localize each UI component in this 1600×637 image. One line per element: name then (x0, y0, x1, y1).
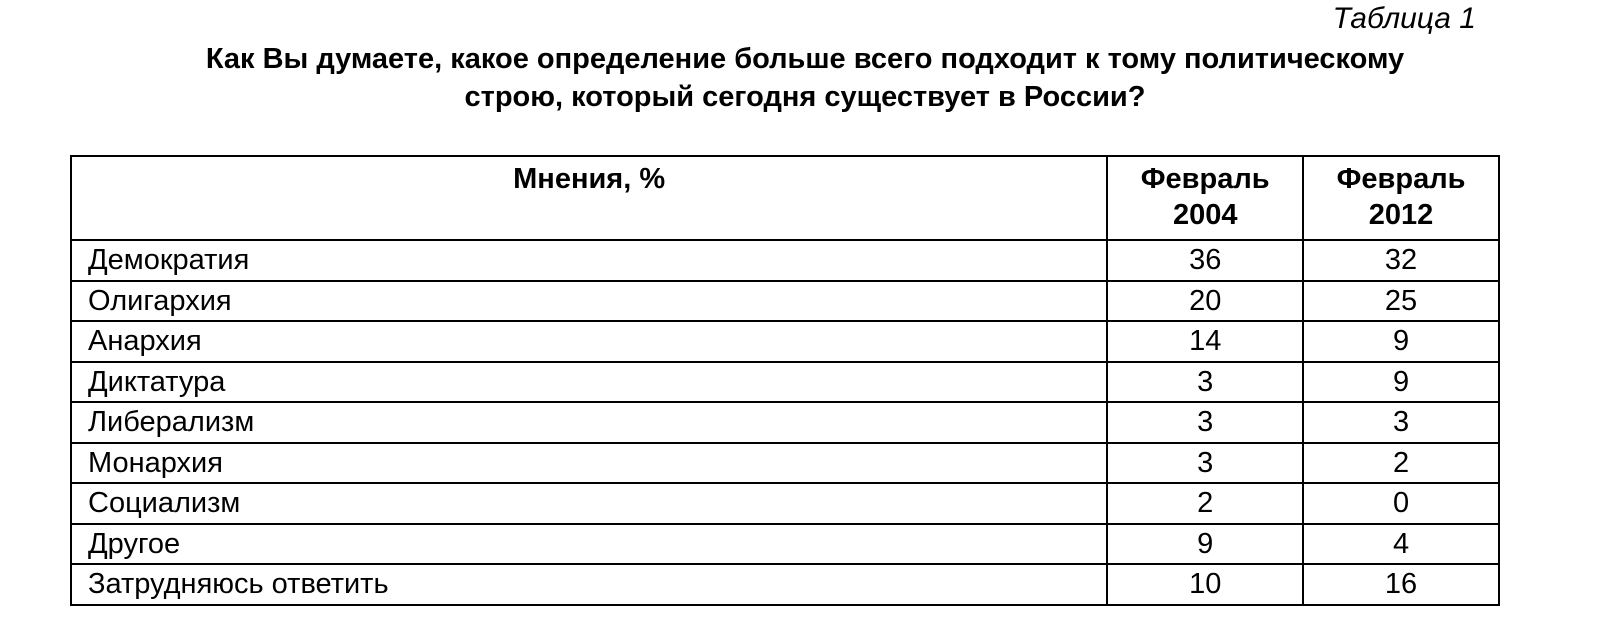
row-label: Другое (69, 522, 1109, 565)
opinion-table: Мнения, % Февраль 2004 Февраль 2012 Демо… (69, 155, 1500, 606)
row-label: Демократия (69, 239, 1109, 282)
value-2004: 3 (1106, 401, 1305, 444)
value-2012: 9 (1302, 360, 1500, 403)
row-label: Социализм (69, 482, 1109, 525)
value-2012: 2 (1302, 441, 1500, 484)
value-2012: 0 (1302, 482, 1500, 525)
value-2012: 4 (1302, 522, 1500, 565)
table-row: Социализм 2 0 (69, 482, 1500, 525)
row-label: Анархия (69, 320, 1109, 363)
value-2012: 32 (1302, 239, 1500, 282)
row-label: Олигархия (69, 279, 1109, 322)
table-row: Другое 9 4 (69, 522, 1500, 565)
value-2012: 25 (1302, 279, 1500, 322)
table-number: Таблица 1 (1332, 2, 1476, 35)
table-row: Монархия 3 2 (69, 441, 1500, 484)
table-title: Как Вы думаете, какое определение больше… (205, 43, 1405, 113)
value-2004: 20 (1106, 279, 1305, 322)
value-2004: 3 (1106, 360, 1305, 403)
value-2004: 2 (1106, 482, 1305, 525)
table-row: Олигархия 20 25 (69, 279, 1500, 322)
value-2012: 16 (1302, 563, 1500, 606)
table-row: Диктатура 3 9 (69, 360, 1500, 403)
value-2004: 14 (1106, 320, 1305, 363)
value-2004: 10 (1106, 563, 1305, 606)
header-2004: Февраль 2004 (1106, 155, 1305, 241)
table-row: Анархия 14 9 (69, 320, 1500, 363)
value-2004: 9 (1106, 522, 1305, 565)
row-label: Либерализм (69, 401, 1109, 444)
row-label: Диктатура (69, 360, 1109, 403)
table-row: Либерализм 3 3 (69, 401, 1500, 444)
table-row: Затрудняюсь ответить 10 16 (69, 563, 1500, 606)
header-row: Мнения, % Февраль 2004 Февраль 2012 (69, 155, 1500, 241)
row-label: Монархия (69, 441, 1109, 484)
header-2012: Февраль 2012 (1302, 155, 1500, 241)
value-2012: 9 (1302, 320, 1500, 363)
value-2004: 3 (1106, 441, 1305, 484)
table-row: Демократия 36 32 (69, 239, 1500, 282)
header-opinions: Мнения, % (69, 155, 1109, 241)
row-label: Затрудняюсь ответить (69, 563, 1109, 606)
value-2012: 3 (1302, 401, 1500, 444)
value-2004: 36 (1106, 239, 1305, 282)
